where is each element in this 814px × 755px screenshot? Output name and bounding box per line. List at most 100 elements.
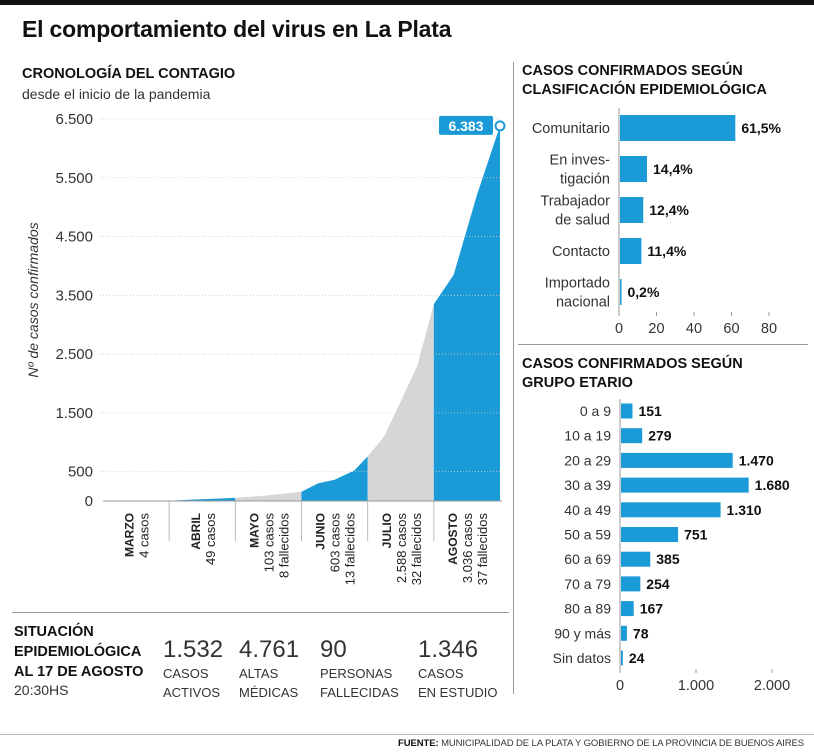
timeline-month-cases: 3.036 casos <box>460 513 475 584</box>
footer-source-label: FUENTE: <box>398 738 439 749</box>
timeline-month-cases: 2.588 casos <box>394 513 409 584</box>
timeline-y-tick-label: 0 <box>85 493 93 510</box>
age-category-label: 50 a 59 <box>564 527 611 543</box>
timeline-area-agosto <box>433 125 500 502</box>
stat-under-study-label-line1: CASOS <box>418 666 464 681</box>
stat-under-study: 1.346 CASOS EN ESTUDIO <box>418 636 497 702</box>
timeline-month-cases: 603 casos <box>328 513 343 573</box>
top-bar <box>0 0 814 5</box>
classification-value-label: 12,4% <box>649 202 689 218</box>
timeline-month-cases: 4 casos <box>137 513 152 558</box>
timeline-month-name: JULIO <box>380 513 394 548</box>
age-value-label: 151 <box>638 403 662 419</box>
page-title: El comportamiento del virus en La Plata <box>22 16 452 42</box>
age-category-label: Sin datos <box>553 650 611 666</box>
age-bar <box>621 527 679 542</box>
classification-heading: CASOS CONFIRMADOS SEGÚN CLASIFICACIÓN EP… <box>522 62 767 100</box>
timeline-y-tick-label: 5.500 <box>55 170 93 187</box>
age-value-label: 254 <box>646 576 670 592</box>
final-value-marker <box>494 120 506 132</box>
age-value-label: 167 <box>640 601 664 617</box>
classification-x-tick-label: 0 <box>615 321 623 337</box>
timeline-month-deaths: 8 fallecidos <box>276 513 291 579</box>
timeline-area-abril <box>169 497 236 501</box>
age-value-label: 385 <box>656 551 680 567</box>
age-category-label: 20 a 29 <box>564 452 611 468</box>
timeline-month-cases: 103 casos <box>261 513 276 573</box>
situation-heading-line3: AL 17 DE AGOSTO <box>14 664 144 680</box>
timeline-y-tick-label: 4.500 <box>55 229 93 246</box>
classification-value-label: 0,2% <box>628 284 660 300</box>
timeline-month-name: AGOSTO <box>446 513 460 565</box>
classification-value-label: 61,5% <box>741 120 781 136</box>
stat-deaths: 90 PERSONAS FALLECIDAS <box>320 636 399 702</box>
timeline-month-deaths: 32 fallecidos <box>409 513 424 586</box>
panel-divider-horizontal <box>12 612 509 613</box>
footer-source: FUENTE: MUNICIPALIDAD DE LA PLATA Y GOBI… <box>398 738 804 749</box>
final-value-badge <box>439 115 493 135</box>
classification-category-label: Trabajador <box>540 194 610 210</box>
age-value-label: 24 <box>629 650 645 666</box>
classification-x-tick-label: 80 <box>761 321 777 337</box>
timeline-month-cases: 49 casos <box>203 513 218 566</box>
classification-category-label: tigación <box>560 172 610 188</box>
classification-bar <box>620 238 642 264</box>
final-value-label: 6.383 <box>448 118 483 134</box>
age-bar <box>621 428 643 444</box>
age-value-label: 1.470 <box>739 452 774 468</box>
age-bar <box>621 452 733 468</box>
classification-bar <box>620 156 647 182</box>
situation-time: 20:30HS <box>14 682 69 698</box>
stat-active-label-line1: CASOS <box>163 666 209 681</box>
age-value-label: 1.310 <box>727 502 762 518</box>
classification-category-label: Contacto <box>552 244 610 260</box>
stat-deaths-value: 90 <box>320 636 347 663</box>
age-bar <box>621 650 623 666</box>
timeline-y-tick-label: 3.500 <box>55 287 93 304</box>
age-bar <box>621 477 749 493</box>
age-bar <box>621 576 641 592</box>
classification-bar <box>620 197 644 223</box>
timeline-y-tick-label: 6.500 <box>55 111 93 128</box>
timeline-chart: 0 500 1.500 2.500 3.500 4.500 5.500 6.500 MARZO… <box>25 111 506 586</box>
age-value-label: 1.680 <box>755 477 790 493</box>
age-bar <box>621 403 633 419</box>
timeline-y-tick-label: 500 <box>68 464 93 481</box>
timeline-subheading: desde el inicio de la pandemia <box>22 86 211 102</box>
stat-discharged-value: 4.761 <box>239 636 300 663</box>
timeline-month-deaths: 13 fallecidos <box>343 513 358 586</box>
classification-x-tick-label: 40 <box>686 321 702 337</box>
footer-rule <box>0 734 814 735</box>
age-bar <box>621 601 634 617</box>
timeline-y-tick-label: 2.500 <box>55 346 93 363</box>
classification-category-label: Importado <box>545 276 610 292</box>
classification-bar <box>620 115 736 141</box>
classification-x-tick-label: 60 <box>723 321 739 337</box>
classification-heading-line2: CLASIFICACIÓN EPIDEMIOLÓGICA <box>522 82 767 98</box>
stat-discharged-label-line2: MÉDICAS <box>239 685 299 700</box>
stat-under-study-label-line2: EN ESTUDIO <box>418 685 498 700</box>
timeline-month-name: JUNIO <box>314 513 328 550</box>
age-x-tick-label: 2.000 <box>754 678 790 694</box>
classification-bar <box>620 279 622 305</box>
situation-heading: SITUACIÓN EPIDEMIOLÓGICA AL 17 DE AGOSTO <box>14 622 143 682</box>
age-value-label: 78 <box>633 625 649 641</box>
timeline-area-mayo <box>235 491 302 501</box>
stat-under-study-value: 1.346 <box>418 636 479 663</box>
age-value-label: 751 <box>684 527 708 543</box>
age-heading: CASOS CONFIRMADOS SEGÚN GRUPO ETARIO <box>522 355 743 393</box>
age-category-label: 10 a 19 <box>564 428 611 444</box>
age-category-label: 90 y más <box>554 625 611 641</box>
age-x-tick-label: 1.000 <box>678 678 714 694</box>
classification-category-label: de salud <box>555 213 610 229</box>
situation-heading-line2: EPIDEMIOLÓGICA <box>14 644 142 660</box>
stat-deaths-label-line1: PERSONAS <box>320 666 393 681</box>
timeline-month-deaths: 37 fallecidos <box>475 513 490 586</box>
age-bar <box>621 625 627 641</box>
classification-x-tick-label: 20 <box>648 321 664 337</box>
panel-divider-vertical <box>513 62 514 694</box>
stat-active: 1.532 CASOS ACTIVOS <box>163 636 223 702</box>
age-category-label: 60 a 69 <box>564 551 611 567</box>
timeline-month-name: ABRIL <box>189 513 203 550</box>
age-value-label: 279 <box>648 428 672 444</box>
